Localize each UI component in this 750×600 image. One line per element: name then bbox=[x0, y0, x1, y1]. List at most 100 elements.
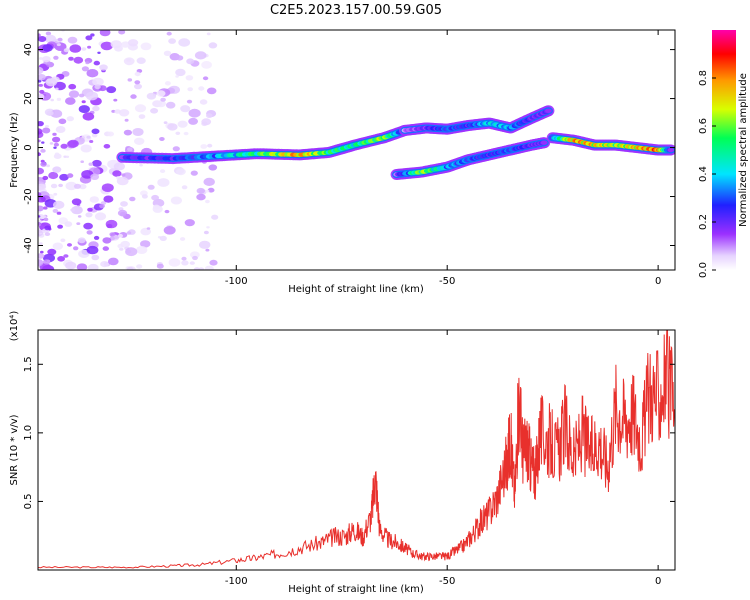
noise-speckle bbox=[167, 123, 178, 131]
spectrogram-x-axis-label: Height of straight line (km) bbox=[288, 284, 424, 295]
noise-speckle bbox=[53, 146, 57, 149]
noise-speckle bbox=[211, 214, 219, 220]
x-tick-label: 0 bbox=[655, 276, 661, 287]
noise-speckle bbox=[40, 159, 45, 163]
noise-speckle bbox=[45, 125, 49, 128]
noise-speckle bbox=[117, 233, 123, 238]
noise-speckle bbox=[47, 248, 57, 256]
noise-speckle bbox=[106, 86, 117, 94]
noise-speckle bbox=[83, 222, 93, 230]
noise-speckle bbox=[175, 75, 179, 78]
noise-speckle bbox=[176, 168, 186, 176]
noise-speckle bbox=[38, 205, 44, 212]
noise-speckle bbox=[119, 211, 127, 217]
noise-speckle bbox=[156, 100, 166, 108]
noise-speckle bbox=[126, 58, 131, 62]
noise-speckle bbox=[116, 176, 129, 186]
spectrogram-noise-field bbox=[38, 30, 219, 270]
noise-speckle bbox=[156, 263, 164, 269]
spectrogram-trace bbox=[399, 105, 555, 136]
noise-speckle bbox=[93, 235, 100, 240]
noise-speckle bbox=[38, 167, 44, 175]
x-tick-label: -100 bbox=[225, 276, 248, 287]
snr-x-axis-label: Height of straight line (km) bbox=[288, 584, 424, 595]
noise-speckle bbox=[118, 207, 124, 211]
noise-speckle bbox=[60, 143, 68, 149]
noise-speckle bbox=[55, 126, 66, 133]
noise-speckle bbox=[208, 42, 218, 49]
snr-frame bbox=[37, 329, 676, 571]
noise-speckle bbox=[59, 173, 69, 181]
snr-x-ticks: -100 -50 0 bbox=[225, 330, 661, 587]
noise-speckle bbox=[127, 266, 134, 270]
noise-speckle bbox=[38, 259, 44, 267]
noise-speckle bbox=[94, 84, 101, 90]
noise-speckle bbox=[194, 51, 207, 60]
colorbar-tick-label: 0.2 bbox=[698, 214, 709, 230]
noise-speckle bbox=[38, 183, 47, 191]
noise-speckle bbox=[77, 237, 86, 244]
noise-speckle bbox=[87, 207, 93, 212]
colorbar-tick-label: 0.4 bbox=[698, 166, 709, 182]
noise-speckle bbox=[134, 71, 141, 77]
noise-speckle bbox=[206, 226, 210, 229]
noise-speckle bbox=[103, 144, 111, 149]
noise-speckle bbox=[140, 42, 152, 51]
noise-speckle bbox=[71, 198, 82, 206]
noise-speckle bbox=[58, 183, 63, 188]
spectrogram-trace bbox=[116, 124, 411, 165]
noise-speckle bbox=[65, 261, 77, 270]
x-tick-label: -50 bbox=[439, 576, 455, 587]
noise-speckle bbox=[46, 164, 50, 168]
noise-speckle bbox=[102, 237, 112, 244]
noise-speckle bbox=[209, 259, 218, 266]
noise-speckle bbox=[113, 98, 118, 102]
noise-speckle bbox=[90, 173, 100, 180]
noise-speckle bbox=[56, 97, 62, 101]
noise-speckle bbox=[92, 77, 104, 86]
noise-speckle bbox=[53, 142, 60, 147]
noise-speckle bbox=[80, 144, 92, 153]
noise-speckle bbox=[203, 230, 209, 235]
noise-speckle bbox=[42, 127, 51, 134]
noise-speckle bbox=[186, 58, 195, 65]
x-tick-label: -100 bbox=[225, 576, 248, 587]
noise-speckle bbox=[78, 249, 90, 258]
noise-speckle bbox=[130, 94, 137, 99]
noise-speckle bbox=[168, 258, 181, 267]
noise-speckle bbox=[38, 36, 47, 42]
noise-speckle bbox=[126, 231, 132, 235]
noise-speckle bbox=[52, 136, 61, 143]
noise-speckle bbox=[172, 146, 180, 152]
x-tick-label: -50 bbox=[439, 276, 455, 287]
noise-speckle bbox=[206, 113, 213, 119]
snr-panel: -100 -50 0 0.5 1.0 1.5 Height of straight li… bbox=[9, 311, 676, 595]
noise-speckle bbox=[99, 30, 111, 37]
colorbar-tick-label: 0.6 bbox=[698, 118, 709, 134]
noise-speckle bbox=[156, 90, 166, 97]
noise-speckle bbox=[50, 183, 58, 189]
noise-speckle bbox=[103, 195, 114, 203]
noise-speckle bbox=[50, 109, 63, 118]
noise-speckle bbox=[66, 173, 74, 178]
noise-speckle bbox=[186, 99, 193, 104]
noise-speckle bbox=[109, 232, 116, 237]
noise-speckle bbox=[188, 108, 201, 118]
noise-speckle bbox=[100, 261, 109, 268]
noise-speckle bbox=[166, 31, 172, 36]
noise-speckle bbox=[206, 87, 217, 95]
snr-series-line bbox=[38, 330, 675, 569]
snr-y-ticks: 0.5 1.0 1.5 bbox=[23, 356, 675, 509]
y-tick-label: 1.0 bbox=[23, 425, 34, 441]
noise-speckle bbox=[73, 246, 79, 251]
noise-speckle bbox=[105, 219, 118, 229]
noise-speckle bbox=[138, 114, 146, 119]
noise-speckle bbox=[52, 166, 62, 173]
noise-speckle bbox=[189, 261, 195, 265]
noise-speckle bbox=[85, 61, 90, 65]
noise-speckle bbox=[200, 144, 208, 149]
x-tick-label: 0 bbox=[655, 576, 661, 587]
noise-speckle bbox=[65, 97, 76, 105]
noise-speckle bbox=[80, 160, 84, 163]
noise-speckle bbox=[43, 259, 51, 265]
